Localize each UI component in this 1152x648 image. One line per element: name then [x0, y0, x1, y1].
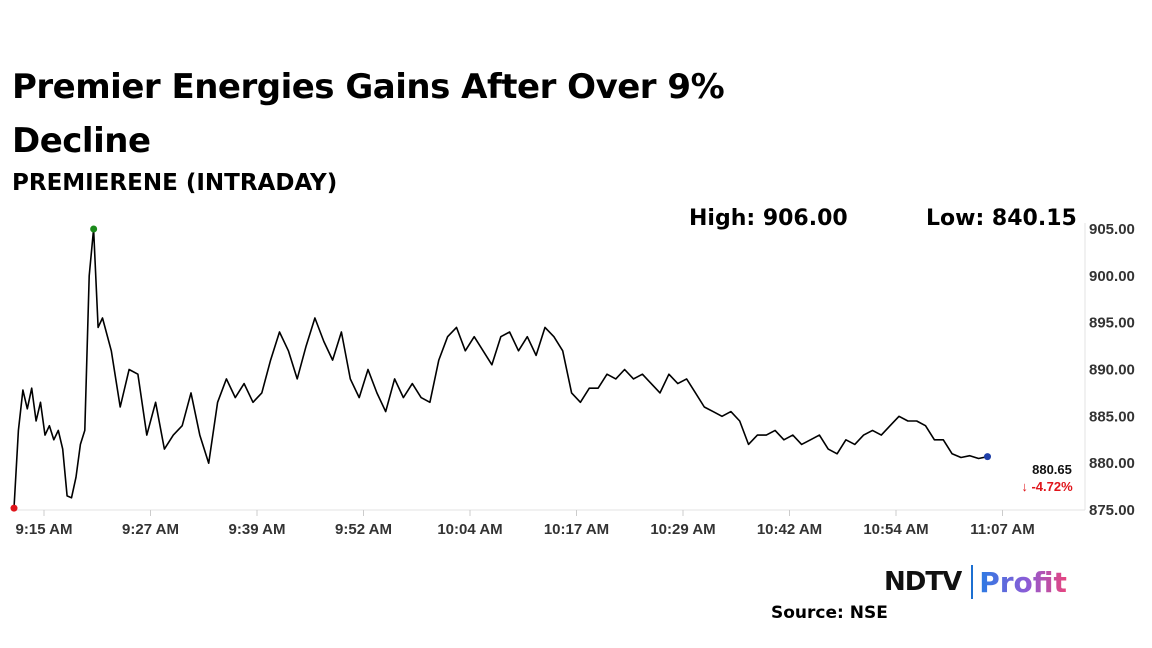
last-value-label: 880.65 — [1032, 462, 1072, 477]
x-tick-label: 9:52 AM — [335, 521, 392, 538]
logo-brand: NDTV — [884, 567, 962, 597]
y-tick-label: 900.00 — [1089, 268, 1135, 285]
x-tick-label: 10:29 AM — [650, 521, 715, 538]
chart-subtitle: PREMIERENE (INTRADAY) — [12, 170, 338, 196]
x-tick-label: 11:07 AM — [970, 521, 1034, 538]
y-tick-label: 895.00 — [1089, 315, 1135, 332]
last-marker — [984, 453, 991, 461]
price-line — [13, 228, 988, 509]
stat-high: High: 906.00 — [689, 206, 848, 231]
x-tick-label: 9:15 AM — [16, 521, 73, 538]
chart-headline: Premier Energies Gains After Over 9% Dec… — [12, 67, 725, 161]
source-note: Source: NSE — [771, 603, 888, 623]
change-label: ↓ -4.72% — [1021, 479, 1073, 494]
x-tick-label: 10:42 AM — [757, 521, 822, 538]
x-tick-label: 10:04 AM — [437, 521, 502, 538]
y-tick-label: 905.00 — [1089, 221, 1135, 238]
y-tick-label: 890.00 — [1089, 362, 1135, 379]
y-tick-label: 880.00 — [1089, 455, 1135, 472]
x-tick-label: 9:27 AM — [122, 521, 179, 538]
y-tick-label: 885.00 — [1089, 408, 1135, 425]
stat-low: Low: 840.15 — [926, 206, 1077, 231]
x-tick-label: 10:17 AM — [544, 521, 609, 538]
y-axis: 875.00 880.00 885.00 890.00 895.00 900.00 905.… — [1084, 221, 1135, 519]
x-axis: 9:15 AM 9:27 AM 9:39 AM 9:52 AM 10:04 AM 10:1… — [14, 509, 1085, 538]
open-marker — [10, 504, 18, 512]
ndtv-profit-logo: NDTV Profit — [884, 564, 1067, 600]
x-tick-label: 10:54 AM — [863, 521, 928, 538]
logo-divider — [971, 565, 974, 599]
x-tick-label: 9:39 AM — [229, 521, 286, 538]
high-marker — [90, 225, 98, 233]
y-tick-label: 875.00 — [1089, 502, 1135, 519]
logo-product: Profit — [979, 565, 1067, 599]
